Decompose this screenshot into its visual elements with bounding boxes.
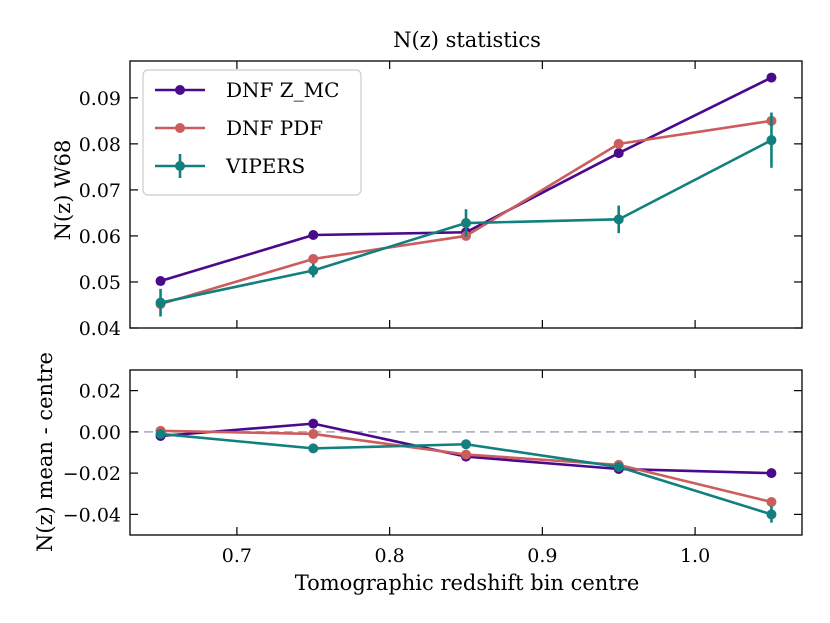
top-series-2-point-3 (613, 214, 624, 225)
top-series-2-point-1 (308, 265, 319, 276)
bottom-series-1-point-4 (766, 497, 777, 507)
top-series-0-point-3 (613, 148, 624, 159)
bottom-series-2-point-3 (613, 461, 624, 472)
legend-marker-2 (175, 161, 185, 171)
bottom-series-0-point-1 (308, 418, 319, 429)
legend-marker-1 (175, 123, 185, 133)
bottom-axes-frame (129, 369, 803, 536)
bottom-series-1-point-1 (308, 428, 319, 439)
top-series-1-point-3 (613, 138, 624, 149)
chart-title: N(z) statistics (393, 28, 541, 52)
x-axis-label: Tomographic redshift bin centre (295, 571, 640, 595)
bottom-ytick-label-1: −0.02 (63, 463, 121, 485)
bottom-series-1-point-2 (461, 449, 471, 460)
top-series-0-point-1 (308, 230, 319, 241)
legend: DNF Z_MC DNF PDF VIPERS (142, 69, 362, 196)
bottom-series-2-point-2 (461, 439, 471, 450)
top-panel: 0.04 0.05 0.06 0.07 0.08 0.09 (79, 60, 803, 340)
bottom-series-2-point-4 (766, 509, 777, 520)
top-series-2-point-2 (461, 218, 471, 229)
legend-label-1: DNF PDF (226, 116, 323, 140)
legend-box (142, 69, 362, 196)
top-series-2-point-4 (766, 135, 777, 146)
bottom-xtick-label-0: 0.7 (222, 545, 252, 567)
top-ytick-label-3: 0.07 (79, 180, 121, 202)
bottom-xtick-label-3: 1.0 (680, 545, 710, 567)
bottom-ytick-label-2: 0.00 (79, 422, 121, 444)
top-ytick-label-5: 0.09 (79, 88, 121, 110)
bottom-y-axis-label: N(z) mean - centre (33, 352, 57, 552)
bottom-series-2-point-0 (155, 428, 166, 439)
top-axes-frame (129, 60, 803, 329)
legend-label-0: DNF Z_MC (226, 78, 339, 102)
bottom-ytick-label-0: −0.04 (63, 504, 121, 526)
top-series-0-point-4 (766, 72, 777, 83)
top-ytick-label-2: 0.06 (79, 226, 121, 248)
top-series-1-point-1 (308, 253, 319, 264)
bottom-ytick-label-3: 0.02 (79, 381, 121, 403)
top-ytick-label-0: 0.04 (79, 318, 121, 340)
legend-marker-0 (175, 85, 185, 95)
top-ytick-label-4: 0.08 (79, 134, 121, 156)
bottom-xtick-label-2: 0.9 (527, 545, 557, 567)
legend-label-2: VIPERS (225, 154, 305, 178)
bottom-xtick-label-1: 0.8 (375, 545, 405, 567)
top-ytick-label-1: 0.05 (79, 272, 121, 294)
bottom-series-2-point-1 (308, 443, 319, 454)
top-y-axis-label: N(z) W68 (51, 140, 75, 241)
top-series-2-point-0 (155, 297, 166, 308)
top-series-0-point-0 (155, 276, 166, 287)
bottom-panel: 0.7 0.8 0.9 1.0 −0.04 −0.02 0.00 0.02 (63, 369, 803, 567)
bottom-series-0-point-4 (766, 468, 777, 479)
